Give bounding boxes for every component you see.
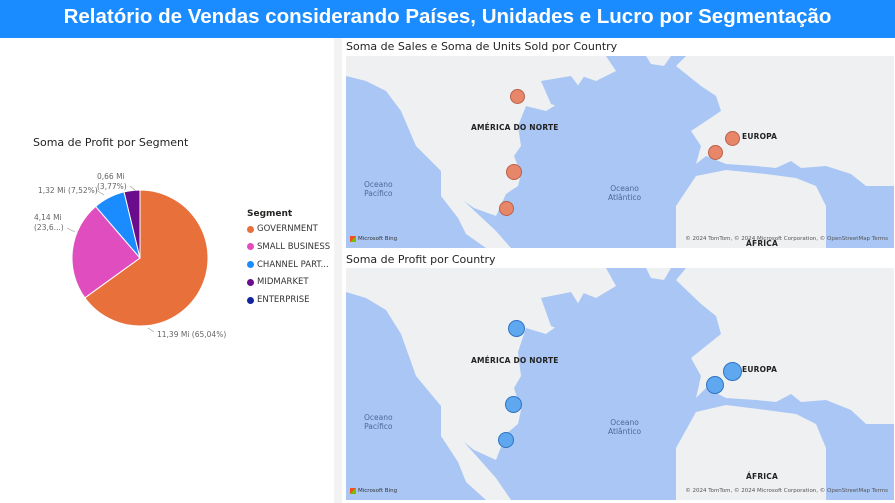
map1-bubble-mexico[interactable] — [499, 201, 514, 216]
pie-chart-title: Soma de Profit por Segment — [33, 136, 189, 149]
pie-slice-small-business[interactable] — [71, 205, 141, 299]
pie-chart[interactable] — [0, 160, 240, 360]
pie-label-midmarket: 0,66 Mi (3,77%) — [97, 172, 127, 191]
legend-label: ENTERPRISE — [257, 295, 310, 306]
pie-leader-line — [147, 327, 155, 333]
map1-label-north-america: AMÉRICA DO NORTE — [471, 123, 559, 132]
pie-leader-line — [129, 185, 137, 192]
map1-label-pacific: Oceano Pacífico — [364, 180, 393, 198]
pie-leader-line — [95, 189, 105, 196]
map2-bubble-mexico[interactable] — [498, 432, 514, 448]
legend-swatch — [247, 243, 254, 251]
map1-bubble-france[interactable] — [708, 145, 723, 160]
pie-slice-government[interactable] — [84, 189, 209, 327]
map1-bubble-usa[interactable] — [506, 164, 522, 180]
legend-swatch — [247, 296, 254, 304]
legend-label: SMALL BUSINESS — [257, 241, 331, 252]
legend-swatch — [247, 225, 254, 233]
map1-bubble-germany[interactable] — [725, 131, 740, 146]
legend-swatch — [247, 261, 254, 269]
map2-bubble-france[interactable] — [706, 376, 724, 394]
map1-landmass — [346, 56, 894, 248]
legend-label: MIDMARKET — [257, 277, 309, 288]
legend-item[interactable]: ENTERPRISE — [247, 295, 310, 305]
legend-item[interactable]: CHANNEL PART... — [247, 260, 329, 270]
map2-attribution[interactable]: © 2024 TomTom, © 2024 Microsoft Corporat… — [685, 488, 888, 494]
legend-swatch — [247, 278, 254, 286]
pie-label-channel-partners: 1,32 Mi (7,52%) — [38, 186, 98, 195]
panel-divider — [334, 38, 342, 503]
map2-label-africa: ÁFRICA — [746, 472, 779, 481]
map1-title: Soma de Sales e Soma de Units Sold por C… — [346, 40, 618, 53]
legend-title: Segment — [247, 209, 293, 219]
map2-label-europe: EUROPA — [742, 365, 778, 374]
map1-label-atlantic: Oceano Atlântico — [608, 184, 642, 202]
map2-bubble-usa[interactable] — [505, 396, 522, 413]
legend-item[interactable]: SMALL BUSINESS — [247, 242, 330, 252]
legend-item[interactable]: MIDMARKET — [247, 277, 309, 287]
bing-logo: Microsoft Bing — [350, 488, 397, 494]
map1-bubble-canada[interactable] — [510, 89, 525, 104]
report-title-banner: Relatório de Vendas considerando Países,… — [0, 0, 895, 38]
bing-logo: Microsoft Bing — [350, 236, 397, 242]
pie-label-small-business: 4,14 Mi (23,6...) — [34, 213, 64, 232]
map2-bubble-germany[interactable] — [723, 362, 742, 381]
map-sales-units[interactable]: AMÉRICA DO NORTE EUROPA ÁFRICA Oceano Pac… — [346, 56, 894, 248]
legend-label: GOVERNMENT — [257, 224, 318, 234]
map1-label-africa: ÁFRICA — [746, 239, 779, 248]
map1-label-europe: EUROPA — [742, 132, 778, 141]
map2-bubble-canada[interactable] — [508, 320, 525, 337]
map2-label-pacific: Oceano Pacífico — [364, 413, 393, 431]
legend-item[interactable]: GOVERNMENT — [247, 224, 318, 234]
map2-label-atlantic: Oceano Atlântico — [608, 418, 642, 436]
pie-label-government: 11,39 Mi (65,04%) — [157, 330, 227, 339]
map-profit[interactable]: AMÉRICA DO NORTE EUROPA ÁFRICA Oceano Pac… — [346, 268, 894, 500]
pie-slice-midmarket[interactable] — [123, 189, 141, 259]
map1-attribution[interactable]: © 2024 TomTom, © 2024 Microsoft Corporat… — [685, 236, 888, 242]
map2-label-north-america: AMÉRICA DO NORTE — [471, 356, 559, 365]
pie-leader-line — [66, 227, 76, 233]
map2-title: Soma de Profit por Country — [346, 253, 496, 266]
map2-landmass — [346, 268, 894, 500]
legend-label: CHANNEL PART... — [257, 259, 329, 270]
